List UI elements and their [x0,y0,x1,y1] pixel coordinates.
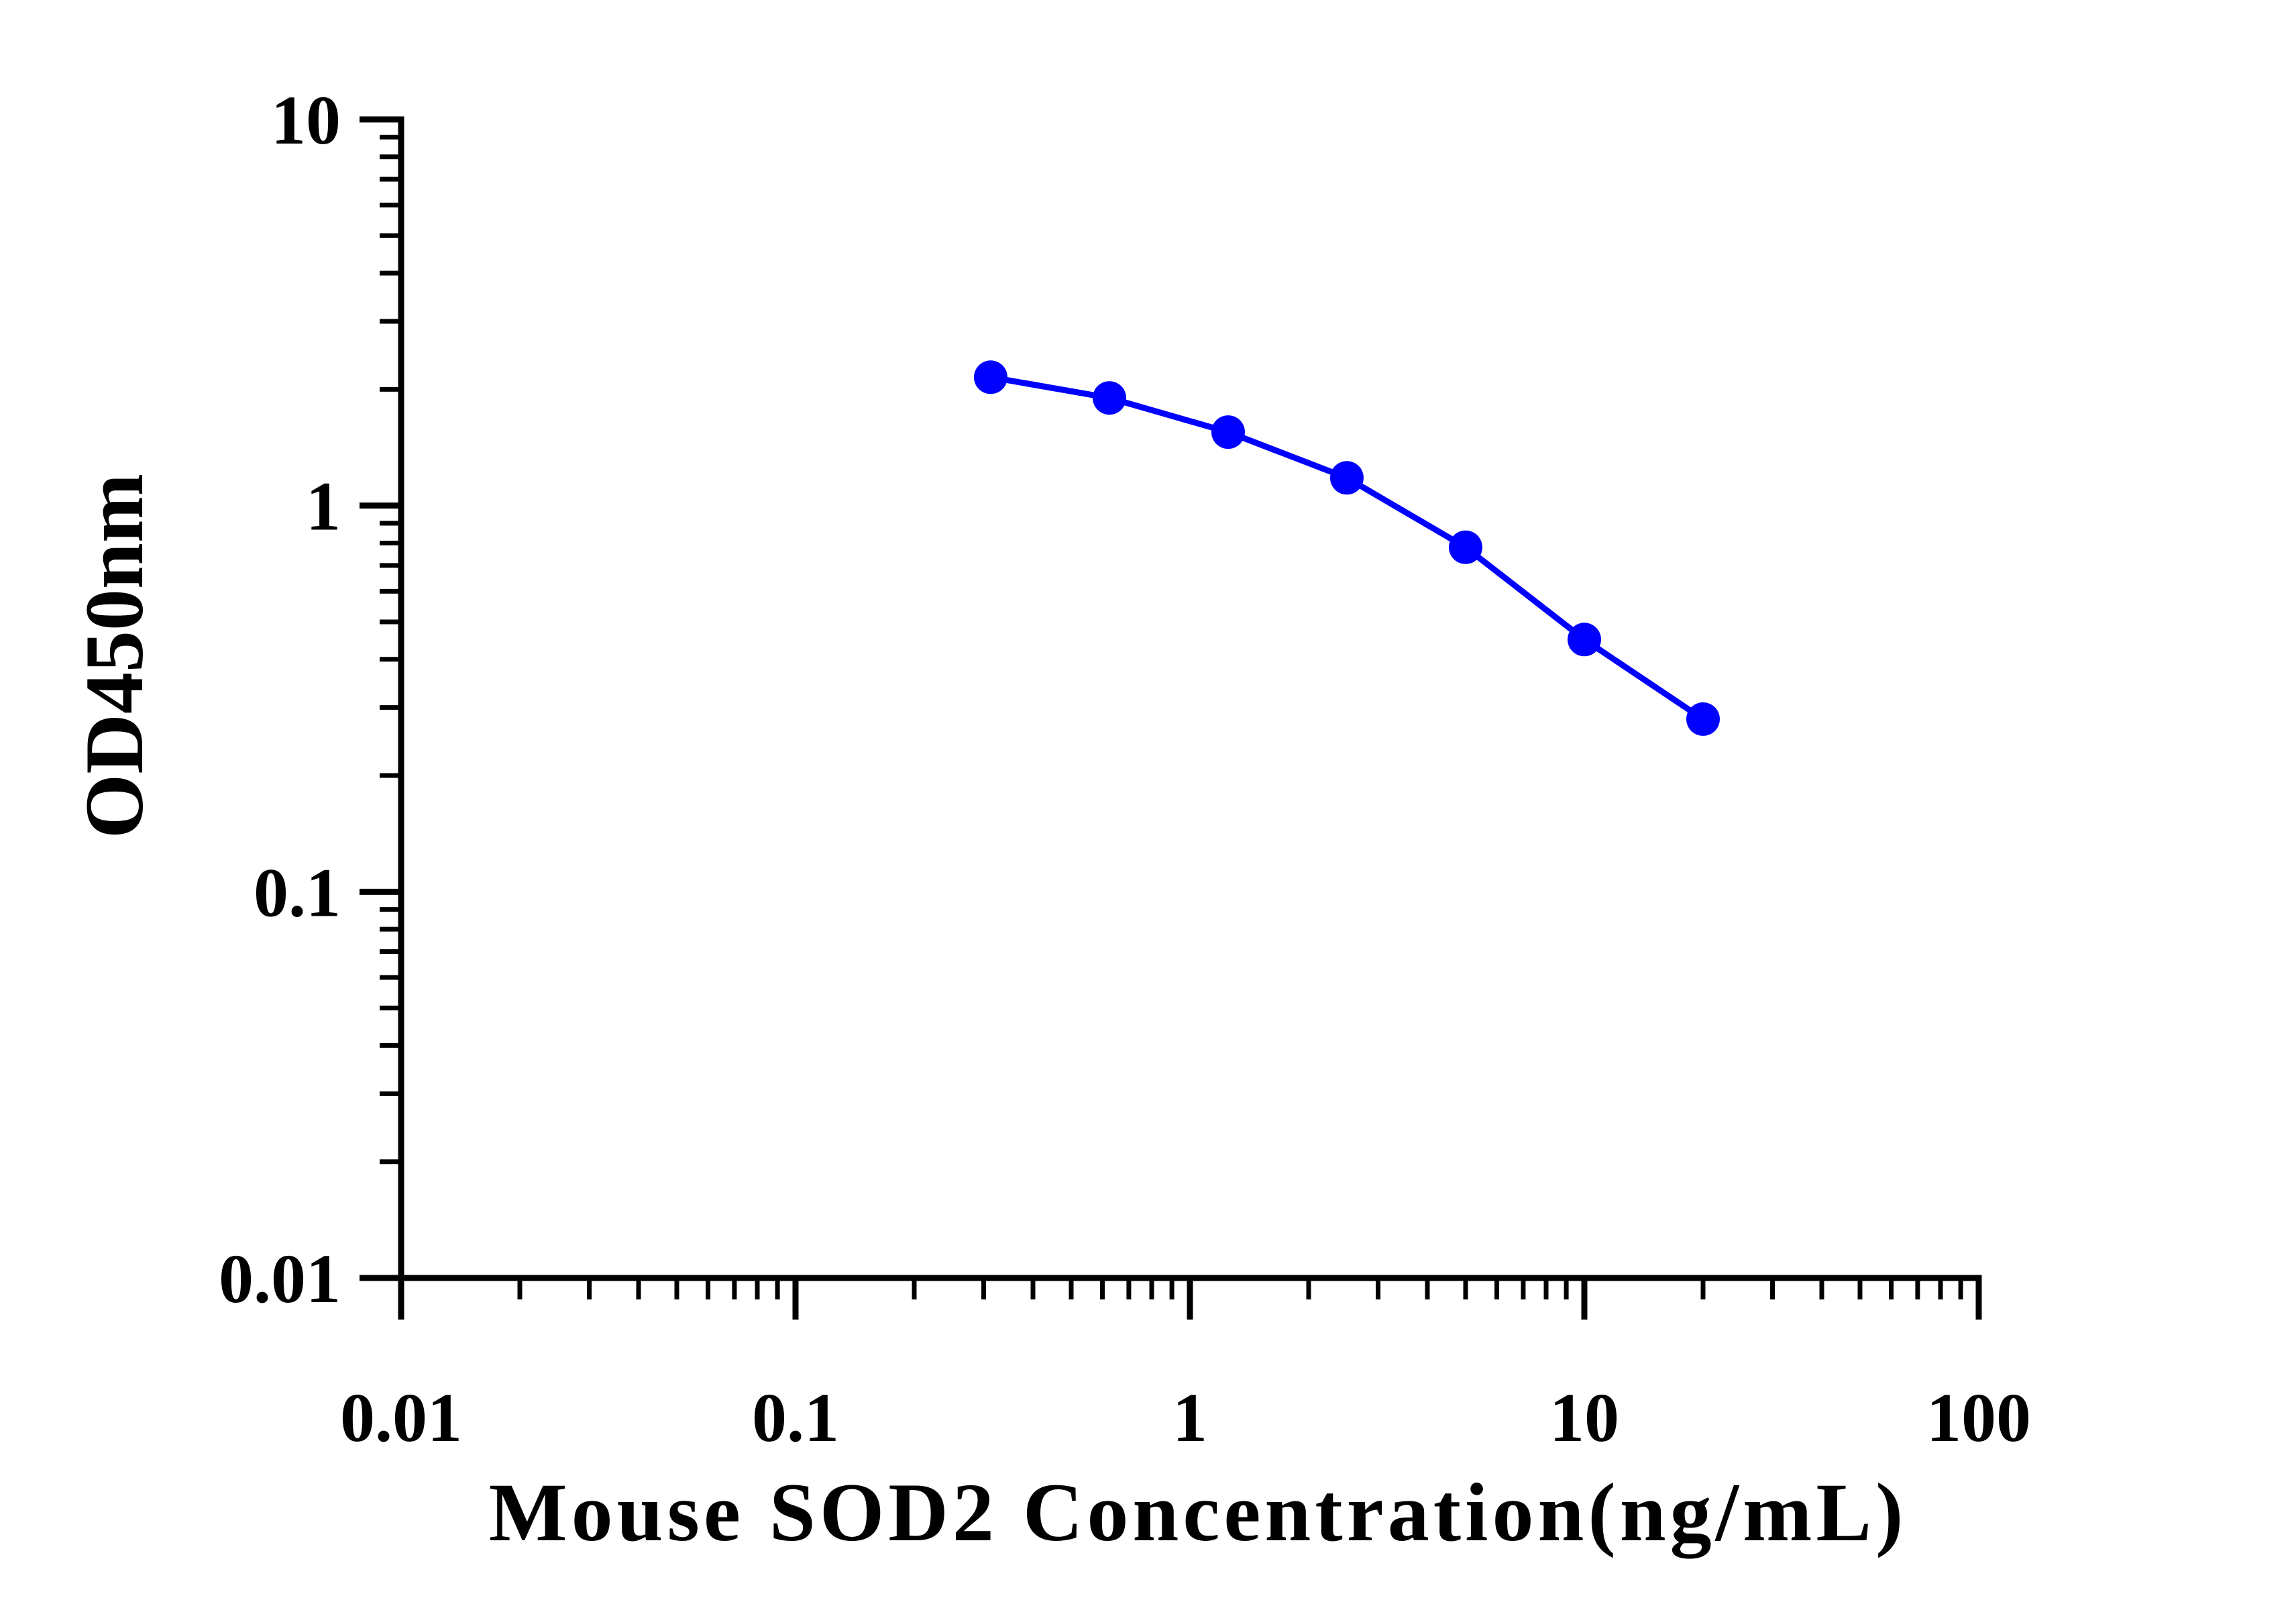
y-tick-label: 0.01 [219,1240,341,1318]
x-tick-label: 10 [1549,1379,1619,1456]
data-point [973,360,1007,394]
x-tick-label: 0.01 [340,1379,462,1456]
data-point [1686,702,1720,736]
x-tick-label: 1 [1172,1379,1207,1456]
x-axis-title: Mouse SOD2 Concentration(ng/mL) [489,1466,1908,1559]
data-point [1211,415,1245,449]
y-tick-label: 0.1 [254,854,341,931]
data-point [1329,461,1364,495]
series-line [990,374,1705,722]
data-point [1092,381,1126,415]
x-tick-label: 0.1 [752,1379,839,1456]
y-axis-title: OD450nm [68,474,160,839]
y-tick-label: 1 [306,468,341,545]
axes: 0.01 0.1 1 10 100 0.01 0.1 1 10 [219,82,2031,1456]
y-tick-label: 10 [271,82,341,159]
data-point [1448,530,1482,564]
x-tick-label: 100 [1926,1379,2031,1456]
series [973,360,1720,736]
data-point [1568,623,1601,657]
